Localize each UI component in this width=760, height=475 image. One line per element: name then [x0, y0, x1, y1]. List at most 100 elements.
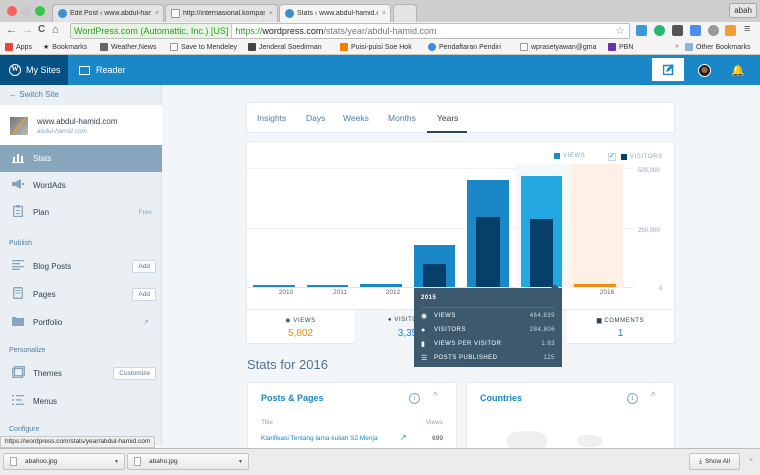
close-downloads-bar-icon[interactable]: ×	[749, 457, 754, 464]
sidebar-item-plan[interactable]: Plan Free	[0, 199, 162, 226]
tab-weeks[interactable]: Weeks	[343, 113, 369, 123]
extension-evernote-icon[interactable]	[672, 25, 683, 36]
current-site-card[interactable]: www.abdul-hamid.com abdul-hamid.com	[0, 105, 162, 145]
sidebar-item-label: Menus	[33, 397, 58, 406]
bookmark-pendaftaran[interactable]: Pendaftaran Pendiri	[428, 43, 501, 51]
my-sites-label: My Sites	[26, 65, 61, 75]
site-url: abdul-hamid.com	[37, 128, 87, 135]
summary-label-text: COMMENTS	[604, 318, 645, 324]
browser-tab-edit-post[interactable]: Edit Post ‹ www.abdul-ham ×	[52, 4, 164, 22]
home-button[interactable]: ⌂	[52, 24, 59, 36]
close-tab-icon[interactable]: ×	[154, 10, 159, 17]
extension-gear-icon[interactable]	[708, 25, 719, 36]
customize-button[interactable]: Customize	[113, 367, 156, 380]
profile-button[interactable]: abah	[729, 3, 757, 18]
bookmarks-overflow-button[interactable]: »	[675, 43, 679, 50]
bookmark-pbn[interactable]: PBN	[608, 43, 633, 51]
bar-column-2013[interactable]	[409, 164, 463, 288]
close-window-button[interactable]	[7, 6, 17, 16]
close-tab-icon[interactable]: ×	[381, 10, 386, 17]
sidebar-item-wordads[interactable]: WordAds	[0, 172, 162, 199]
external-link-icon[interactable]: ↗	[400, 433, 407, 442]
switch-site-link[interactable]: ← Switch Site	[9, 90, 59, 99]
tooltip-label: VIEWS	[434, 313, 456, 319]
collapse-chevron-icon[interactable]: ^	[651, 391, 656, 402]
summary-comments[interactable]: ▆ COMMENTS 1	[567, 310, 674, 345]
switch-site-label: Switch Site	[19, 90, 59, 99]
info-icon[interactable]: i	[409, 393, 420, 404]
menu-icon[interactable]: ≡	[744, 23, 751, 35]
extension-chart-icon[interactable]	[725, 25, 736, 36]
show-all-downloads-button[interactable]: ⤓ Show All	[689, 453, 740, 470]
views-bar[interactable]	[306, 284, 348, 287]
back-button[interactable]: ←	[6, 24, 17, 36]
star-icon: ★	[43, 44, 50, 51]
visitors-bar[interactable]	[422, 264, 446, 287]
bar-column-2014[interactable]	[462, 164, 516, 288]
download-item[interactable]: abahoo.jpg ▼	[3, 453, 125, 470]
extension-translate-icon[interactable]	[690, 25, 701, 36]
tab-months[interactable]: Months	[388, 113, 416, 123]
forward-button[interactable]: →	[22, 24, 33, 36]
visitors-bar[interactable]	[476, 216, 500, 287]
visitors-bar[interactable]	[529, 219, 553, 287]
bookmark-soedirman[interactable]: Jenderal Soedirman	[248, 43, 322, 51]
tab-years[interactable]: Years	[437, 113, 459, 123]
extension-grammarly-icon[interactable]	[654, 25, 665, 36]
post-title-link[interactable]: Klarifikasi Tentang lama kuliah S2 Menja	[261, 435, 378, 442]
write-post-button[interactable]	[652, 58, 684, 81]
zoom-window-button[interactable]	[35, 6, 45, 16]
bookmark-apps[interactable]: Apps	[5, 43, 32, 51]
tab-days[interactable]: Days	[306, 113, 326, 123]
sidebar-item-pages[interactable]: Pages Add	[0, 281, 162, 308]
bar-column-2010[interactable]	[248, 164, 302, 288]
views-bar[interactable]	[360, 283, 402, 287]
views-bar[interactable]	[574, 284, 616, 287]
tab-insights[interactable]: Insights	[257, 113, 287, 123]
user-avatar[interactable]	[698, 64, 711, 77]
bookmark-weather[interactable]: Weather,News	[100, 43, 156, 51]
close-tab-icon[interactable]: ×	[268, 10, 273, 17]
download-options-caret-icon[interactable]: ▼	[114, 458, 119, 465]
collapse-chevron-icon[interactable]: ^	[433, 391, 438, 402]
my-sites-button[interactable]: W My Sites	[0, 55, 68, 85]
download-options-caret-icon[interactable]: ▼	[238, 458, 243, 465]
reader-button[interactable]: Reader	[79, 55, 126, 85]
address-bar[interactable]: WordPress.com (Automattic, Inc.) [US] ht…	[70, 23, 630, 39]
views-bar[interactable]	[253, 285, 295, 287]
plan-badge: Free	[138, 209, 152, 216]
download-item[interactable]: abaho.jpg ▼	[127, 453, 249, 470]
sidebar-item-stats[interactable]: Stats	[0, 145, 162, 172]
bar-column-2012[interactable]	[355, 164, 409, 288]
notifications-bell-icon[interactable]: 🔔	[731, 65, 745, 77]
bookmark-bookmarks[interactable]: ★ Bookmarks	[43, 43, 87, 52]
ev-certificate-badge[interactable]: WordPress.com (Automattic, Inc.) [US]	[71, 24, 233, 38]
countries-title[interactable]: Countries	[480, 393, 523, 403]
reload-button[interactable]: C	[38, 24, 46, 35]
extension-checkbox-icon[interactable]	[636, 25, 647, 36]
bar-column-2016[interactable]	[569, 164, 623, 288]
bookmark-star-icon[interactable]: ☆	[615, 25, 625, 37]
bookmark-puisi[interactable]: Puisi-puisi Soe Hok	[340, 43, 412, 51]
visitors-checkbox[interactable]: ✓	[608, 153, 616, 161]
bookmark-email[interactable]: wprasetyawan@gma	[520, 43, 596, 51]
external-link-icon[interactable]: ↗	[142, 318, 149, 327]
bar-column-2015[interactable]	[515, 164, 569, 288]
sidebar-item-portfolio[interactable]: Portfolio ↗	[0, 309, 162, 336]
browser-tab-stats[interactable]: Stats ‹ www.abdul-hamid.c ×	[279, 4, 391, 22]
summary-views[interactable]: ◉ VIEWS 5,802	[247, 310, 354, 345]
sidebar-item-blog-posts[interactable]: Blog Posts Add	[0, 253, 162, 280]
browser-tab-kompas[interactable]: http://internasional.kompas ×	[165, 4, 278, 22]
posts-pages-title[interactable]: Posts & Pages	[261, 393, 324, 403]
bar-column-2011[interactable]	[302, 164, 356, 288]
legend-visitors[interactable]: ✓ VISITORS	[608, 153, 663, 161]
sidebar-item-themes[interactable]: Themes Customize	[0, 360, 162, 387]
new-tab-button[interactable]	[393, 4, 417, 22]
sidebar-item-menus[interactable]: Menus	[0, 388, 162, 415]
add-blog-post-button[interactable]: Add	[132, 260, 156, 273]
minimize-window-button[interactable]	[21, 6, 31, 16]
info-icon[interactable]: i	[627, 393, 638, 404]
add-page-button[interactable]: Add	[132, 288, 156, 301]
other-bookmarks[interactable]: Other Bookmarks	[685, 43, 750, 51]
bookmark-mendeley[interactable]: Save to Mendeley	[170, 43, 237, 51]
